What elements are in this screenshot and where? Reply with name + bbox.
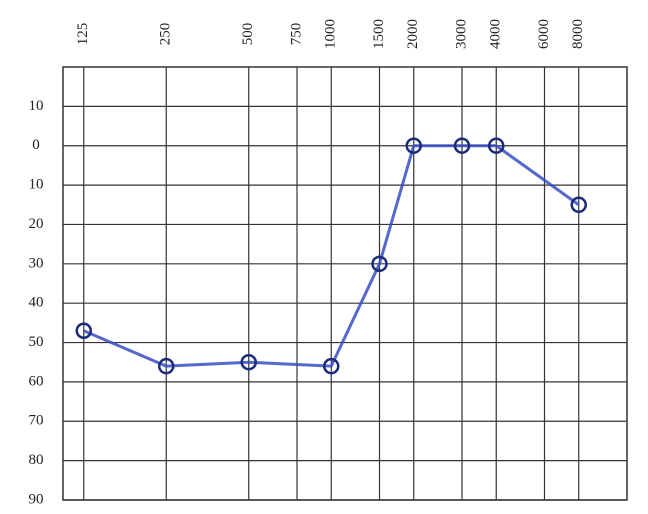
data-point	[157, 357, 175, 375]
x-tick-label: 3000	[453, 19, 469, 49]
x-tick-label: 2000	[405, 19, 421, 49]
data-point	[75, 322, 93, 339]
y-tick-label: 0	[32, 137, 40, 153]
y-tick-label: 30	[29, 255, 44, 271]
x-tick-label: 750	[288, 23, 304, 46]
data-point	[487, 137, 505, 154]
y-tick-label: 80	[29, 452, 44, 468]
x-tick-label: 4000	[488, 19, 504, 49]
data-point	[405, 137, 422, 154]
y-tick-label: 10	[29, 98, 44, 114]
x-tick-label: 8000	[570, 19, 586, 49]
x-tick-label: 6000	[536, 19, 552, 49]
data-point	[240, 353, 257, 371]
data-point	[371, 255, 388, 273]
series-line	[83, 144, 580, 368]
x-tick-label: 250	[158, 23, 174, 46]
x-tick-label: 1500	[371, 19, 387, 49]
data-point	[322, 357, 340, 375]
plot-border	[62, 66, 628, 501]
y-tick-label: 50	[29, 334, 44, 350]
x-tick-label: 1000	[323, 19, 339, 49]
y-tick-label: 90	[29, 491, 44, 507]
data-point	[570, 196, 587, 214]
data-point	[453, 137, 471, 154]
y-tick-label: 10	[29, 177, 44, 193]
y-tick-label: 40	[29, 295, 44, 311]
x-tick-label: 500	[240, 23, 256, 46]
y-tick-label: 60	[29, 373, 44, 389]
y-tick-label: 20	[29, 216, 44, 232]
y-tick-label: 70	[29, 413, 44, 429]
x-tick-label: 125	[75, 23, 91, 46]
